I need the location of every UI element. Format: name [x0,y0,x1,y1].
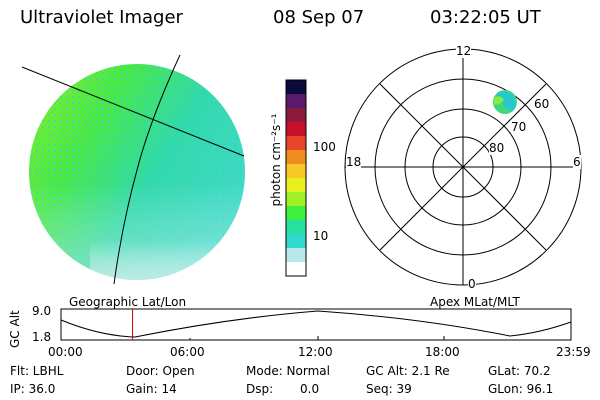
colorbar-frame [285,79,307,277]
auroral-spot [493,90,517,114]
info-glat: GLat: 70.2 [488,364,551,378]
geo-lat-line [21,66,245,157]
info-door: Door: Open [126,364,195,378]
uv-image-disc [21,54,245,285]
altitude-ylabel: GC Alt [8,310,22,348]
left-panel-label: Geographic Lat/Lon [69,295,187,309]
info-dsp-label: Dsp: [246,382,274,396]
colorbar-label: photon cm⁻²s⁻¹ [269,113,283,207]
colorbar-segment [286,248,306,263]
mlt-label-0: 0 [468,277,476,291]
polar-plot [344,48,582,286]
altitude-ymin: 1.8 [32,330,52,344]
info-mode: Mode: Normal [246,364,330,378]
lat-label-70: 70 [511,120,527,134]
colorbar-segment [286,234,306,249]
colorbar-segment [286,178,306,193]
colorbar-segment [286,164,306,179]
mlt-label-18: 18 [346,155,362,169]
colorbar-segment [286,136,306,151]
altitude-plot [60,308,572,341]
colorbar-segment [286,80,306,95]
colorbar-segment [286,94,306,109]
info-seq: Seq: 39 [366,382,412,396]
info-ip: IP: 36.0 [10,382,56,396]
mlt-label-6: 6 [573,155,581,169]
date-label: 08 Sep 07 [273,7,365,28]
colorbar-tick-10: 10 [313,229,329,243]
info-gcalt: GC Alt: 2.1 Re [366,364,450,378]
xtick-1200: 12:00 [298,345,333,359]
mlt-label-12: 12 [456,44,472,58]
info-dsp-value: 0.0 [300,382,320,396]
xtick-0000: 00:00 [48,345,83,359]
time-label: 03:22:05 UT [430,7,541,28]
colorbar-segment [286,192,306,207]
xtick-1800: 18:00 [425,345,460,359]
info-flt: Flt: LBHL [10,364,64,378]
altitude-ymax: 9.0 [32,304,52,318]
lat-label-80: 80 [489,141,505,155]
colorbar-segment [286,262,306,277]
color-bar [285,79,307,277]
colorbar-segment [286,108,306,123]
colorbar-segment [286,122,306,137]
info-gain: Gain: 14 [126,382,177,396]
colorbar-segment [286,206,306,221]
colorbar-segment [286,220,306,235]
lat-label-60: 60 [534,97,550,111]
instrument-title: Ultraviolet Imager [20,7,183,28]
xtick-2359: 23:59 [556,345,591,359]
geo-lon-line [113,54,181,285]
xtick-0600: 06:00 [170,345,205,359]
info-glon: GLon: 96.1 [488,382,554,396]
colorbar-segment [286,150,306,165]
colorbar-tick-100: 100 [313,140,336,154]
right-panel-label: Apex MLat/MLT [430,295,520,309]
